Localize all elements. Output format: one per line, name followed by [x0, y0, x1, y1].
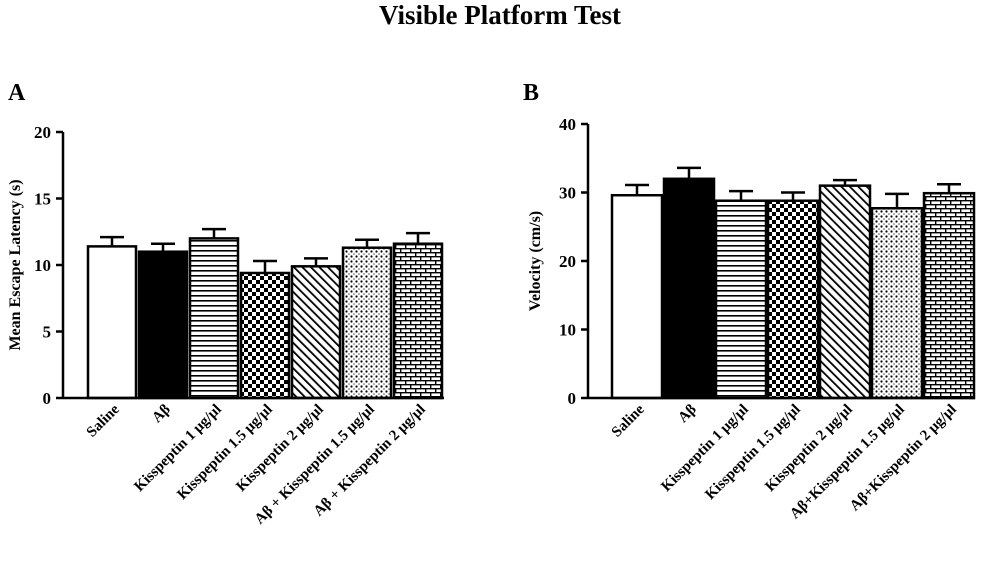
figure-title: Visible Platform Test: [379, 0, 621, 30]
y-tick-label: 20: [559, 252, 576, 271]
y-tick-label: 0: [43, 389, 52, 408]
x-tick-label: Kisspeptin 1.5 μg/μl: [174, 402, 275, 503]
bar: [239, 271, 291, 400]
bar: [188, 237, 240, 400]
bar: [766, 199, 820, 400]
y-tick-label: 5: [43, 323, 52, 342]
x-tick-label: Aβ: [149, 401, 174, 426]
bar: [870, 207, 924, 400]
x-tick-label: Kisspeptin 1.5 μg/μl: [702, 402, 803, 503]
x-tick-label: Kisspeptin 2 μg/μl: [233, 402, 326, 495]
bar: [922, 191, 976, 400]
y-axis-title: Mean Escape Latency (s): [7, 179, 24, 350]
y-tick-label: 10: [34, 256, 51, 275]
bar: [86, 245, 138, 400]
x-tick-label: Saline: [609, 401, 648, 440]
y-axis-title: Velocity (cm/s): [527, 211, 544, 311]
bar: [818, 184, 872, 400]
bar: [137, 250, 189, 400]
x-tick-label: Kisspeptin 1 μg/μl: [131, 402, 224, 495]
bar: [610, 193, 664, 400]
x-tick-label: Kisspeptin 1 μg/μl: [658, 402, 751, 495]
x-tick-label: Saline: [84, 401, 123, 440]
y-tick-label: 40: [559, 115, 576, 134]
x-tick-label: Kisspeptin 2 μg/μl: [762, 402, 855, 495]
panel-label: A: [8, 80, 26, 106]
bar: [290, 265, 342, 400]
panel-a-chart: A 0 5 10 15 20 Mean Escape Latency (s) Saline Aβ…: [7, 80, 444, 528]
y-tick-label: 15: [34, 190, 51, 209]
panel-label: B: [523, 80, 539, 106]
y-tick-label: 20: [34, 123, 51, 142]
x-tick-label: Aβ+Kisspeptin 2 μg/μl: [847, 402, 960, 515]
y-tick-label: 0: [568, 389, 577, 408]
y-tick-label: 10: [559, 321, 576, 340]
bar: [662, 177, 716, 400]
bar: [392, 242, 444, 400]
y-tick-label: 30: [559, 184, 576, 203]
x-tick-label: Aβ: [675, 401, 700, 426]
bar: [714, 199, 768, 400]
bar: [341, 246, 393, 400]
